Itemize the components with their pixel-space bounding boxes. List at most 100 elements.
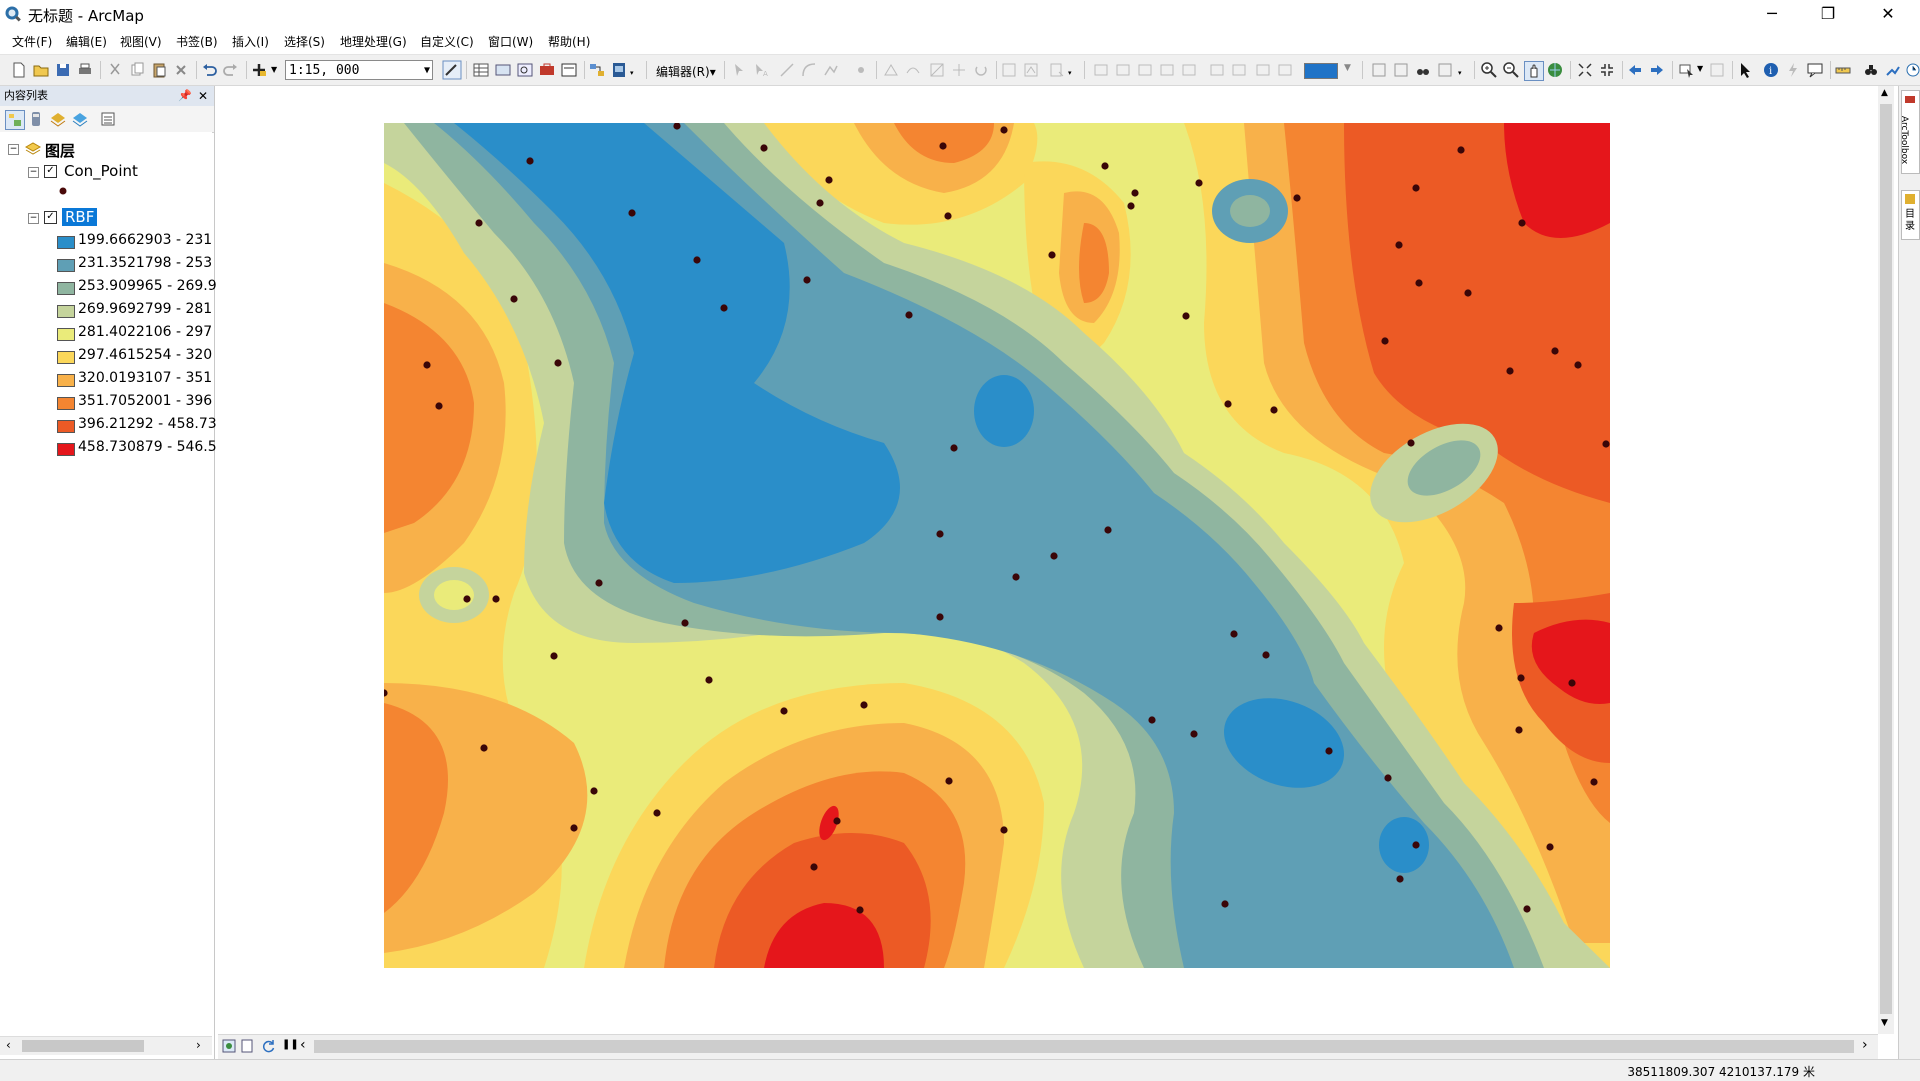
catalog-icon[interactable] [494,61,512,79]
scroll-thumb[interactable] [1880,104,1892,1014]
layout-tool-icon[interactable] [1392,61,1410,79]
toolbar-overflow-icon[interactable]: ▾ [630,69,634,77]
pause-drawing-icon[interactable]: ❚❚ [282,1039,299,1050]
legend-swatch[interactable] [57,282,75,295]
layout-tool-icon[interactable] [1436,61,1454,79]
menu-view[interactable]: 视图(V) [120,35,162,49]
menu-file[interactable]: 文件(F) [12,35,53,49]
fixed-zoom-in-icon[interactable] [1576,61,1594,79]
layer-con-point-label[interactable]: Con_Point [64,162,138,180]
layout-tool-icon[interactable] [1136,61,1154,79]
menu-customize[interactable]: 自定义(C) [420,35,474,49]
menu-edit[interactable]: 编辑(E) [66,35,107,49]
list-by-drawing-order-icon[interactable] [5,110,25,130]
collapse-layers-icon[interactable]: − [8,144,19,155]
close-icon[interactable]: ✕ [197,89,208,103]
back-extent-icon[interactable] [1626,61,1644,79]
toolbar-overflow-icon[interactable]: ▾ [1068,69,1072,77]
toc-horizontal-scrollbar[interactable]: ‹ › [0,1036,212,1055]
legend-swatch[interactable] [57,397,75,410]
zoom-out-icon[interactable] [1502,61,1520,79]
menu-selection[interactable]: 选择(S) [284,35,325,49]
layout-tool-icon[interactable] [1208,61,1226,79]
layout-tool-icon[interactable] [1158,61,1176,79]
data-view-icon[interactable] [222,1039,236,1053]
binoculars-icon[interactable] [1414,61,1432,79]
scroll-left-icon[interactable]: ‹ [300,1037,306,1053]
find-icon[interactable] [1862,61,1880,79]
list-by-selection-icon[interactable] [71,110,89,128]
add-data-icon[interactable] [250,61,268,79]
end-point-arc-icon[interactable] [800,61,818,79]
save-icon[interactable] [54,61,72,79]
collapse-rbf-icon[interactable]: − [28,213,39,224]
cut-polygons-icon[interactable] [928,61,946,79]
map-horizontal-scrollbar[interactable]: ❚❚ ‹ › [218,1034,1878,1059]
measure-icon[interactable] [1834,61,1852,79]
rbf-visibility-checkbox[interactable]: ✓ [44,211,57,224]
attributes-icon[interactable] [1000,61,1018,79]
straight-segment-icon[interactable] [778,61,796,79]
scroll-right-icon[interactable]: › [196,1038,201,1052]
point-symbol-icon[interactable] [58,186,68,196]
identify-icon[interactable]: i [1762,61,1780,79]
legend-swatch[interactable] [57,420,75,433]
select-features-icon[interactable] [1678,61,1696,79]
menu-geoprocessing[interactable]: 地理处理(G) [340,35,407,49]
editor-menu-button[interactable]: 编辑器(R)▾ [656,65,716,79]
fill-color-dropdown-icon[interactable]: ▼ [1344,63,1351,73]
layer-rbf-label[interactable]: RBF [62,208,98,226]
chevron-down-icon[interactable]: ▼ [423,65,430,76]
scroll-down-icon[interactable]: ▼ [1881,1018,1888,1028]
layout-view-icon[interactable] [240,1039,254,1053]
layout-tool-icon[interactable] [1230,61,1248,79]
add-data-dropdown-icon[interactable]: ▼ [271,65,278,74]
html-popup-icon[interactable] [1806,61,1824,79]
delete-icon[interactable] [172,61,190,79]
pin-icon[interactable]: 📌 [178,89,192,102]
new-document-icon[interactable] [10,61,28,79]
model-builder-icon[interactable] [588,61,606,79]
select-elements-icon[interactable] [1736,61,1754,79]
open-folder-icon[interactable] [32,61,50,79]
layers-root-label[interactable]: 图层 [45,142,76,160]
full-extent-icon[interactable] [1546,61,1564,79]
map-vertical-scrollbar[interactable]: ▲ ▼ [1878,86,1894,1034]
layout-tool-icon[interactable] [1180,61,1198,79]
menu-help[interactable]: 帮助(H) [548,35,591,49]
undo-icon[interactable] [200,61,218,79]
scroll-right-icon[interactable]: › [1862,1037,1868,1053]
point-icon[interactable] [852,61,870,79]
legend-swatch[interactable] [57,259,75,272]
arctoolbox-dock-tab[interactable]: ArcToolbox [1899,90,1920,174]
split-icon[interactable] [950,61,968,79]
search-window-icon[interactable] [516,61,534,79]
edit-vertices-icon[interactable] [882,61,900,79]
forward-extent-icon[interactable] [1648,61,1666,79]
menu-insert[interactable]: 插入(I) [232,35,269,49]
arctoolbox-icon[interactable] [538,61,556,79]
refresh-icon[interactable] [262,1039,276,1053]
catalog-dock-tab[interactable]: 目录 [1901,190,1920,240]
legend-swatch[interactable] [57,443,75,456]
legend-swatch[interactable] [57,305,75,318]
edit-annotation-icon[interactable]: A [752,61,770,79]
fill-color-swatch[interactable] [1304,63,1338,79]
scroll-thumb[interactable] [22,1040,144,1052]
scroll-left-icon[interactable]: ‹ [6,1038,11,1052]
menu-windows[interactable]: 窗口(W) [488,35,534,49]
legend-swatch[interactable] [57,351,75,364]
arccatalog-icon[interactable] [610,61,628,79]
print-icon[interactable] [76,61,94,79]
toolbar-overflow-icon[interactable]: ▾ [1458,69,1462,77]
minimize-button[interactable]: ─ [1767,4,1777,23]
layout-tool-icon[interactable] [1114,61,1132,79]
hyperlink-icon[interactable] [1784,61,1802,79]
layout-tool-icon[interactable] [1276,61,1294,79]
scroll-thumb[interactable] [314,1040,1854,1053]
scroll-up-icon[interactable]: ▲ [1881,88,1888,98]
rbf-interpolation-raster[interactable] [384,123,1610,968]
reshape-icon[interactable] [904,61,922,79]
zoom-in-icon[interactable] [1480,61,1498,79]
select-dropdown-icon[interactable]: ▼ [1697,64,1704,73]
